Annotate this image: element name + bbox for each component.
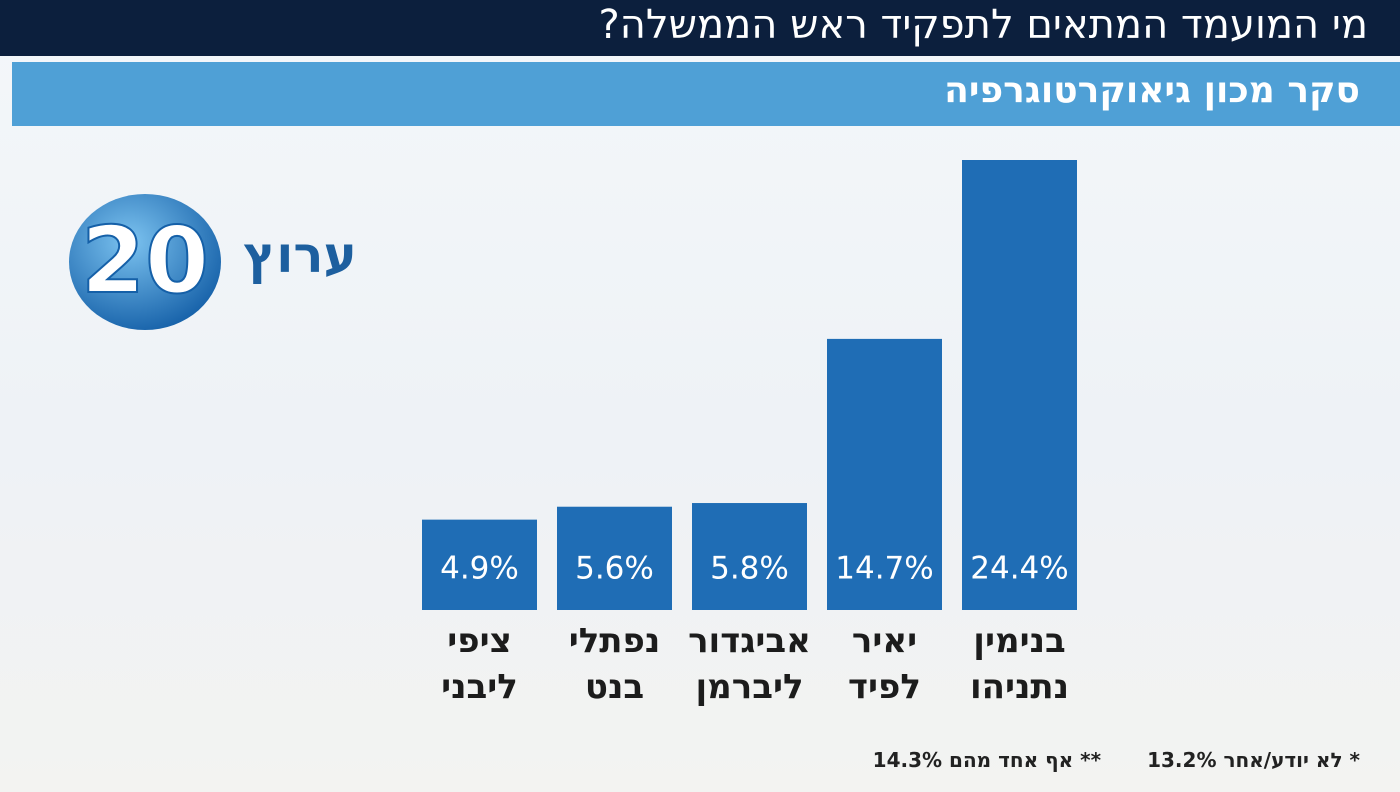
bar: [692, 503, 807, 610]
bar: [557, 506, 672, 610]
bar: [827, 338, 942, 610]
footnote: * לא יודע/אחר 13.2%: [1147, 748, 1360, 772]
value-label: 14.7%: [835, 551, 933, 587]
footnote-marker: *: [1349, 748, 1360, 772]
category-label: אביגדור ליברמן: [688, 621, 811, 707]
bar: [422, 519, 537, 610]
logo-disc: [69, 194, 221, 330]
chart-subtitle: סקר מכון גיאוקרטוגרפיה: [944, 70, 1360, 111]
footnote-label: אף אחד מהם: [949, 748, 1074, 772]
value-label: 4.9%: [440, 551, 519, 587]
value-label: 5.6%: [575, 551, 654, 587]
category-label: בנימין נתניהו: [969, 621, 1070, 707]
category-label: נפתלי בנט: [568, 621, 661, 707]
logo: 20 ערוץ: [69, 194, 357, 330]
value-label: 24.4%: [970, 551, 1068, 587]
category-label: ציפי ליבני: [441, 621, 518, 707]
title-bar: מי המועמד המתאים לתפקיד ראש הממשלה?: [0, 0, 1400, 56]
footnote-value: 13.2%: [1147, 748, 1217, 772]
logo-channel: ערוץ: [243, 226, 357, 284]
footnote-value: 14.3%: [872, 748, 943, 772]
chart-title: מי המועמד המתאים לתפקיד ראש הממשלה?: [598, 2, 1368, 48]
footnote-label: לא יודע/אחר: [1223, 748, 1343, 772]
footnote-marker: **: [1080, 748, 1102, 772]
logo-number: 20: [81, 207, 209, 314]
value-label: 5.8%: [710, 551, 789, 587]
footnote: ** אף אחד מהם 14.3%: [873, 748, 1101, 772]
footnotes: * לא יודע/אחר 13.2% ** אף אחד מהם 14.3%: [827, 748, 1360, 772]
bar: [962, 160, 1077, 610]
subtitle-bar: סקר מכון גיאוקרטוגרפיה: [12, 62, 1400, 126]
category-label: יאיר לפיד: [848, 621, 921, 707]
